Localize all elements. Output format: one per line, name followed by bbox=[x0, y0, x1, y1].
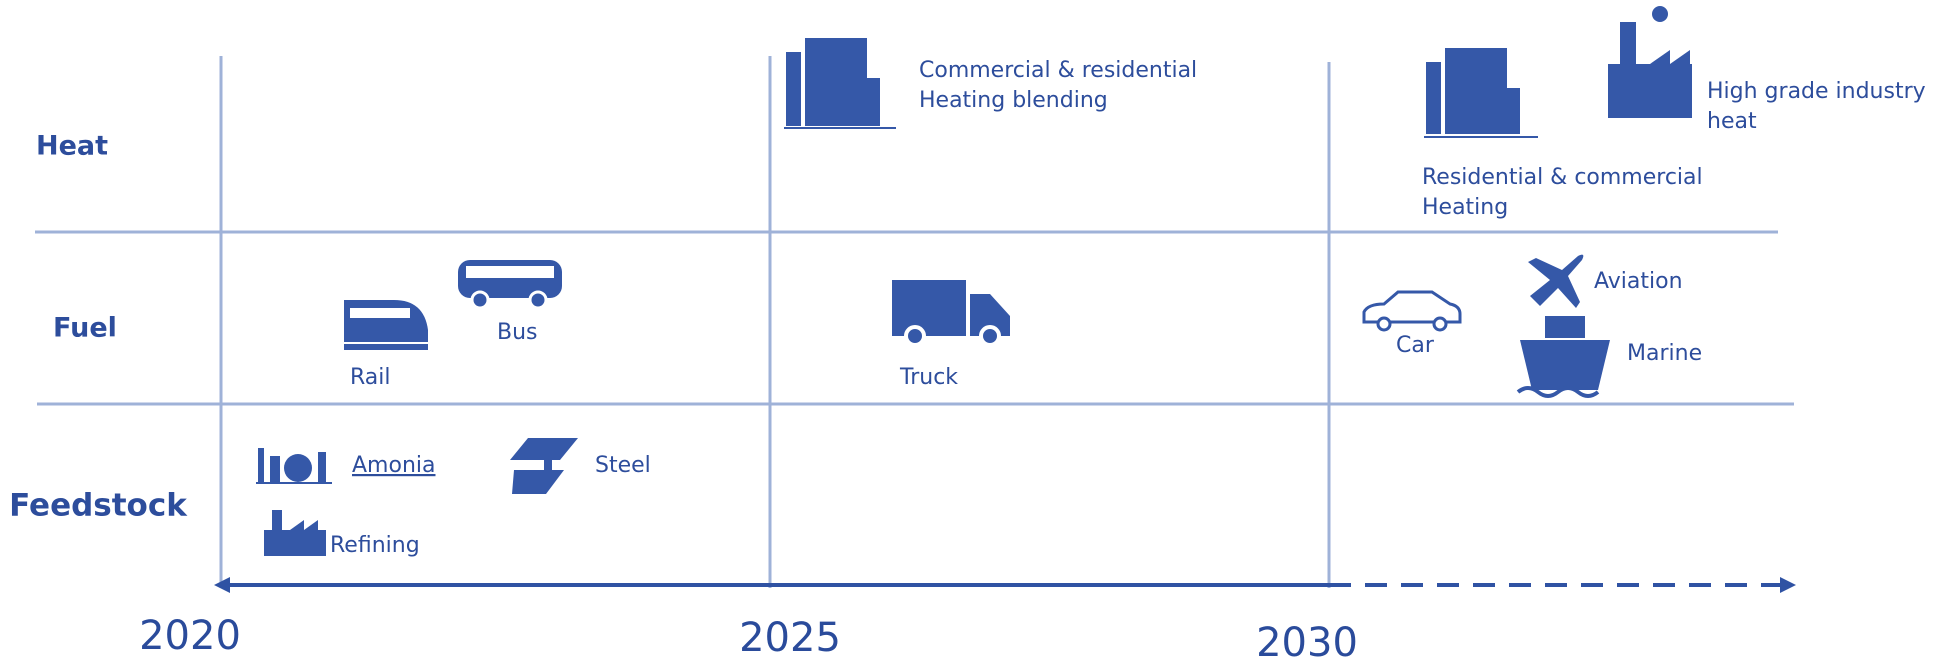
factory-icon bbox=[1608, 6, 1692, 118]
row-label: Heat bbox=[36, 131, 108, 162]
item-labels: Commercial & residential Heating blending… bbox=[330, 58, 1926, 558]
ammonia-icon bbox=[256, 448, 332, 484]
car-icon bbox=[1362, 290, 1462, 332]
item-label: Heating bbox=[1422, 195, 1508, 220]
refinery-icon bbox=[264, 510, 326, 556]
item-label: Heating blending bbox=[919, 88, 1108, 113]
item-label: Marine bbox=[1627, 341, 1702, 366]
item-label: Rail bbox=[350, 365, 391, 390]
row-label: Fuel bbox=[53, 313, 117, 344]
item-label: Aviation bbox=[1594, 269, 1683, 294]
item-label: Steel bbox=[595, 453, 651, 478]
bus-icon bbox=[458, 260, 562, 310]
item-label: Car bbox=[1396, 333, 1435, 358]
item-label: Refining bbox=[330, 533, 420, 558]
grid bbox=[35, 56, 1794, 588]
year: 2025 bbox=[739, 615, 841, 661]
item-label: Bus bbox=[497, 320, 538, 345]
building-icon bbox=[784, 38, 896, 129]
plane-icon bbox=[1528, 254, 1584, 308]
item-label: Truck bbox=[899, 365, 958, 390]
truck-icon bbox=[892, 280, 1010, 347]
item-label: High grade industry bbox=[1707, 79, 1926, 104]
building-icon bbox=[1424, 48, 1538, 138]
timeline-arrow bbox=[214, 577, 1796, 593]
rail-icon bbox=[344, 300, 428, 350]
row-label: Feedstock bbox=[9, 488, 188, 524]
item-label: heat bbox=[1707, 109, 1757, 134]
steel-icon bbox=[510, 438, 578, 494]
year: 2030 bbox=[1256, 620, 1358, 662]
ship-icon bbox=[1516, 316, 1610, 398]
icons bbox=[256, 6, 1692, 556]
item-label: Amonia bbox=[352, 453, 435, 478]
year: 2020 bbox=[139, 613, 241, 659]
item-label: Commercial & residential bbox=[919, 58, 1197, 83]
item-label: Residential & commercial bbox=[1422, 165, 1703, 190]
